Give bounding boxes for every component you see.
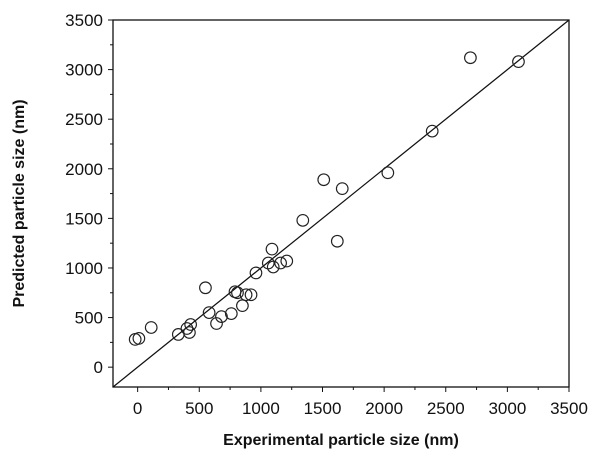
y-axis-title: Predicted particle size (nm) (11, 99, 28, 307)
data-point-1-8 (199, 281, 212, 295)
data-point-1-7 (183, 326, 196, 339)
y-tick-label-3500: 3500 (65, 11, 103, 30)
x-tick-label-3000: 3000 (488, 399, 526, 418)
x-axis: 0 500 1000 1500 2000 2500 3000 3500 (133, 387, 588, 418)
y-tick-label-3000: 3000 (65, 61, 103, 80)
data-point-1-23 (280, 254, 294, 268)
x-tick-label-3500: 3500 (550, 399, 588, 418)
data-point-1-22 (274, 256, 287, 270)
data-point-1-11 (215, 310, 228, 323)
x-tick-label-1000: 1000 (242, 399, 280, 418)
data-point-1-12 (224, 307, 238, 320)
data-points (128, 51, 525, 346)
data-point-1-25 (317, 173, 331, 187)
data-point-1-9 (202, 306, 216, 319)
y-tick-label-1500: 1500 (65, 209, 103, 228)
data-point-1-28 (381, 166, 395, 180)
y-axis: 0 500 1000 1500 2000 2500 3000 3500 (65, 11, 113, 377)
x-axis-title: Experimental particle size (nm) (223, 432, 459, 449)
x-tick-label-2500: 2500 (427, 399, 465, 418)
x-tick-label-0: 0 (133, 399, 142, 418)
data-point-1-15 (236, 299, 249, 313)
x-tick-label-1500: 1500 (304, 399, 342, 418)
data-point-1-20 (265, 242, 279, 256)
data-point-1-26 (330, 234, 344, 248)
data-point-1-10 (210, 317, 223, 330)
data-point-1-17 (244, 288, 258, 302)
data-point-1-18 (249, 266, 263, 280)
plot-area (112, 19, 570, 388)
data-point-1-2 (132, 332, 146, 345)
x-tick-label-500: 500 (185, 399, 213, 418)
y-tick-label-1000: 1000 (65, 259, 103, 278)
data-point-1-16 (239, 288, 253, 302)
data-point-1-30 (464, 51, 477, 65)
data-point-1-3 (144, 321, 158, 334)
data-point-1-27 (335, 182, 349, 195)
data-point-1-14 (231, 286, 244, 300)
data-point-1-29 (425, 124, 439, 138)
plot-frame (112, 19, 570, 388)
y-tick-label-0: 0 (94, 358, 103, 377)
y-tick-label-2000: 2000 (65, 160, 103, 179)
x-tick-label-2000: 2000 (365, 399, 403, 418)
y-tick-label-500: 500 (75, 309, 103, 328)
data-point-1-21 (266, 260, 280, 274)
reference-line-group (112, 19, 570, 388)
reference-line (112, 19, 570, 388)
y-tick-label-2500: 2500 (65, 110, 103, 129)
data-point-1-6 (184, 318, 198, 331)
data-point-1-31 (512, 55, 525, 69)
data-point-1-5 (180, 322, 194, 335)
data-point-1-24 (296, 213, 310, 227)
